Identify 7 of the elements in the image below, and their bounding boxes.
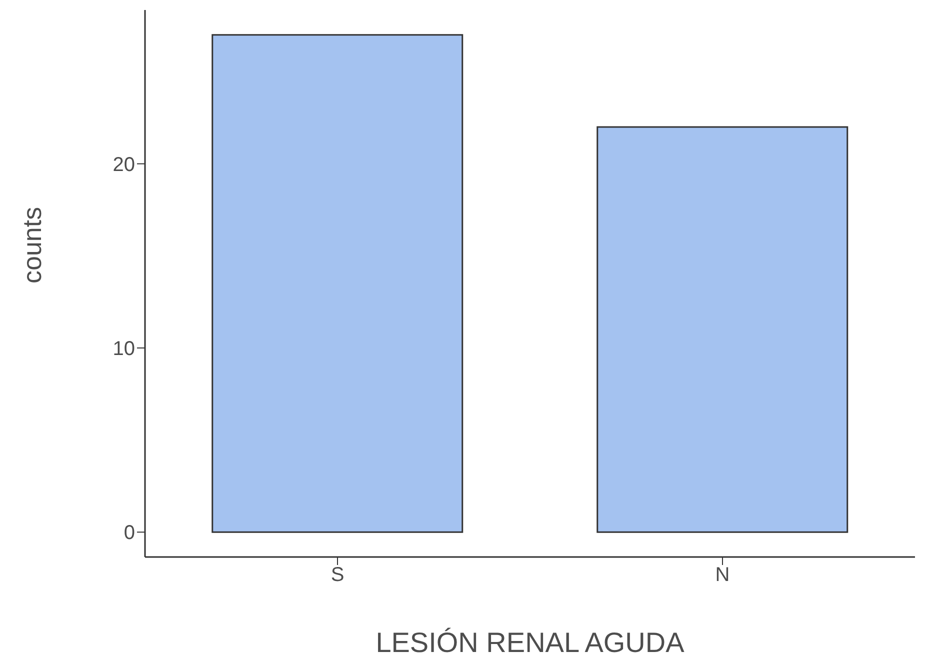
y-tick-label: 0 xyxy=(124,522,135,544)
y-tick-label: 20 xyxy=(112,154,135,176)
x-tick-label: N xyxy=(715,564,730,586)
x-tick-label: S xyxy=(330,564,344,586)
y-axis-title: counts xyxy=(17,206,48,284)
y-tick-label: 10 xyxy=(112,338,135,360)
x-axis-title: LESIÓN RENAL AGUDA xyxy=(376,627,685,656)
